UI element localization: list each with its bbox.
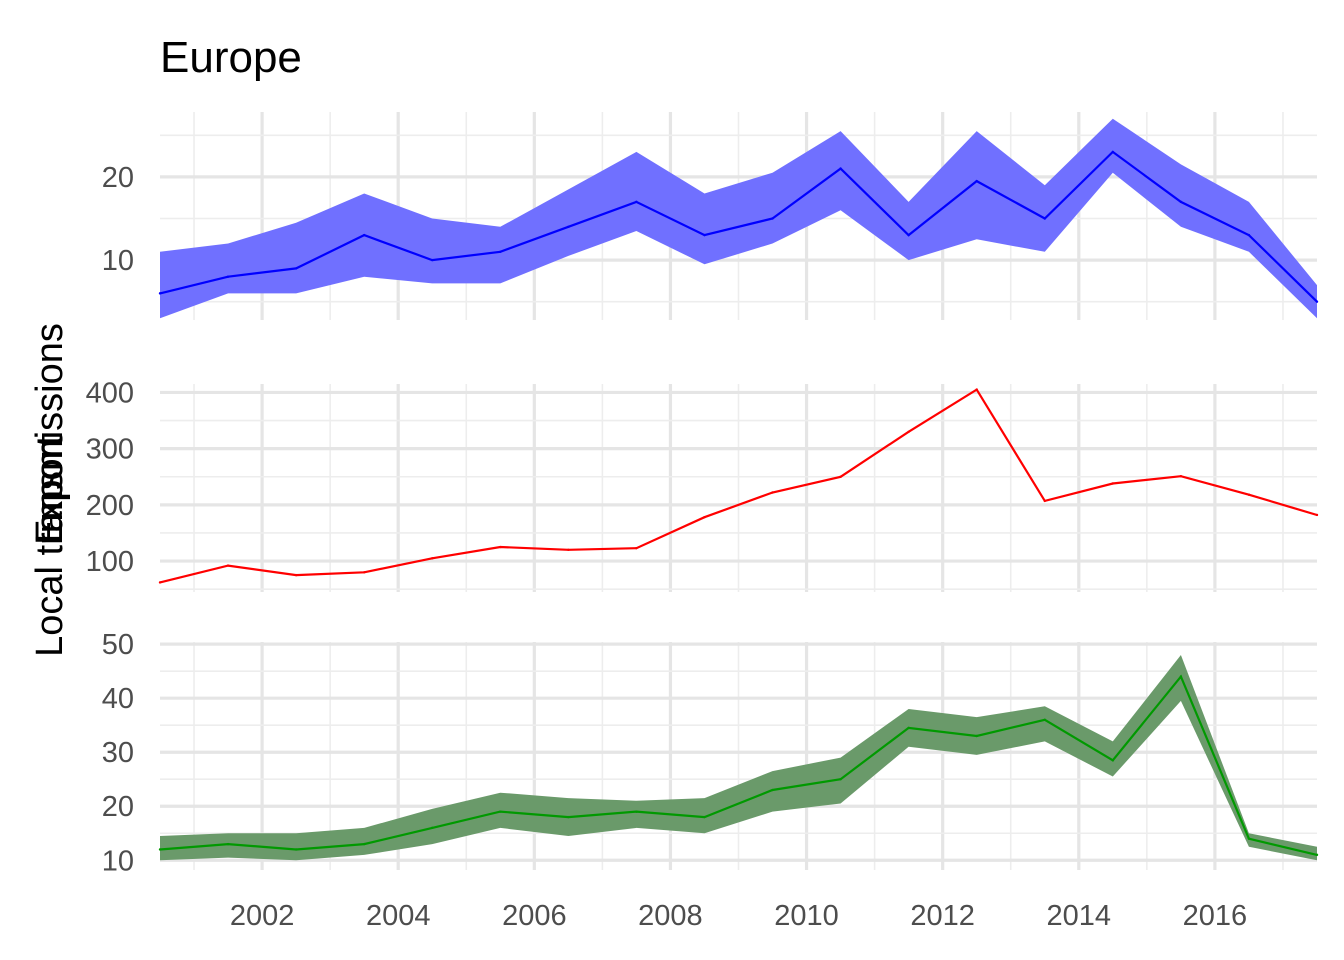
import-y-tick-label: 10	[102, 245, 134, 277]
x-tick-label: 2014	[1047, 900, 1112, 932]
local-data-point	[1315, 513, 1319, 517]
export-y-tick-label: 20	[102, 791, 134, 823]
export-y-tick-label: 40	[102, 683, 134, 715]
local-data-point	[431, 557, 434, 560]
import-y-tick-label: 20	[102, 162, 134, 194]
import-data-point	[839, 167, 842, 170]
import-y-axis-label: Import	[29, 436, 71, 544]
import-data-point	[1315, 300, 1319, 303]
import-data-point	[294, 267, 298, 270]
export-data-point	[635, 810, 638, 813]
local-y-tick-label: 200	[86, 490, 134, 522]
export-data-point	[1179, 675, 1183, 678]
export-y-tick-label: 10	[102, 845, 134, 877]
x-tick-label: 2010	[774, 900, 839, 932]
export-data-point	[1043, 718, 1046, 722]
x-tick-label: 2002	[230, 900, 295, 932]
import-data-point	[975, 179, 978, 183]
export-y-tick-label: 50	[102, 629, 134, 661]
import-data-point	[771, 217, 774, 220]
local-y-tick-label: 400	[86, 377, 134, 409]
local-data-point	[567, 548, 570, 552]
local-data-point	[771, 491, 774, 494]
export-data-point	[839, 778, 842, 781]
import-data-point	[499, 250, 502, 253]
import-data-point	[907, 233, 910, 237]
export-data-point	[1247, 837, 1251, 840]
chart-title: Europe	[160, 33, 302, 82]
x-tick-labels: 2002 2004 2006 2008 2010 2012 2014 2016	[230, 900, 1247, 932]
local-data-point	[1179, 474, 1183, 478]
local-data-point	[499, 545, 502, 549]
export-data-point	[226, 842, 230, 846]
local-data-point	[158, 581, 162, 584]
local-data-point	[839, 475, 842, 478]
import-series-line	[159, 150, 1318, 303]
export-data-point	[907, 726, 910, 730]
x-tick-label: 2004	[366, 900, 431, 932]
export-y-axis-label: Export	[29, 435, 71, 545]
import-data-point	[567, 225, 570, 229]
band-layer	[160, 118, 1317, 861]
import-data-point	[703, 233, 706, 237]
export-data-point	[567, 815, 570, 819]
local-data-point	[1247, 493, 1251, 496]
import-data-point	[1111, 150, 1115, 154]
local-data-point	[294, 573, 298, 577]
export-data-point	[362, 842, 366, 846]
import-data-point	[158, 292, 162, 295]
import-data-point	[1043, 217, 1046, 220]
export-y-tick-label: 30	[102, 737, 134, 769]
local-data-point	[635, 546, 638, 550]
x-tick-label: 2008	[638, 900, 703, 932]
export-data-point	[771, 788, 774, 792]
import-data-point	[226, 275, 230, 278]
local-y-tick-label: 100	[86, 546, 134, 578]
export-data-point	[1315, 853, 1319, 857]
import-data-point	[1247, 233, 1251, 237]
local-y-tick-label: 300	[86, 434, 134, 466]
line-layer	[158, 150, 1319, 857]
export-data-point	[975, 734, 978, 738]
export-confidence-band	[160, 655, 1317, 861]
import-data-point	[1179, 200, 1183, 204]
export-data-point	[1111, 759, 1115, 762]
export-series-line	[159, 674, 1318, 856]
import-data-point	[431, 258, 434, 262]
export-data-point	[499, 810, 502, 813]
import-confidence-band	[160, 118, 1317, 319]
x-tick-label: 2012	[910, 900, 975, 932]
export-data-point	[431, 826, 434, 830]
local-series-line	[159, 388, 1318, 584]
local-data-point	[226, 564, 230, 567]
local-data-point	[703, 516, 706, 519]
export-data-point	[158, 848, 162, 851]
y-tick-labels: 10 20 100 200 300 400 10 20 30 40 50	[86, 162, 134, 877]
x-tick-label: 2006	[502, 900, 567, 932]
local-data-point	[362, 571, 366, 574]
local-data-point	[1111, 482, 1115, 485]
local-y-axis-label: Local transmissions	[29, 323, 71, 657]
local-data-point	[1043, 499, 1046, 503]
x-tick-label: 2016	[1183, 900, 1248, 932]
export-data-point	[294, 848, 298, 851]
local-data-point	[907, 430, 910, 433]
import-data-point	[362, 233, 366, 237]
export-data-point	[703, 815, 706, 819]
local-data-point	[975, 388, 978, 391]
import-data-point	[635, 200, 638, 204]
